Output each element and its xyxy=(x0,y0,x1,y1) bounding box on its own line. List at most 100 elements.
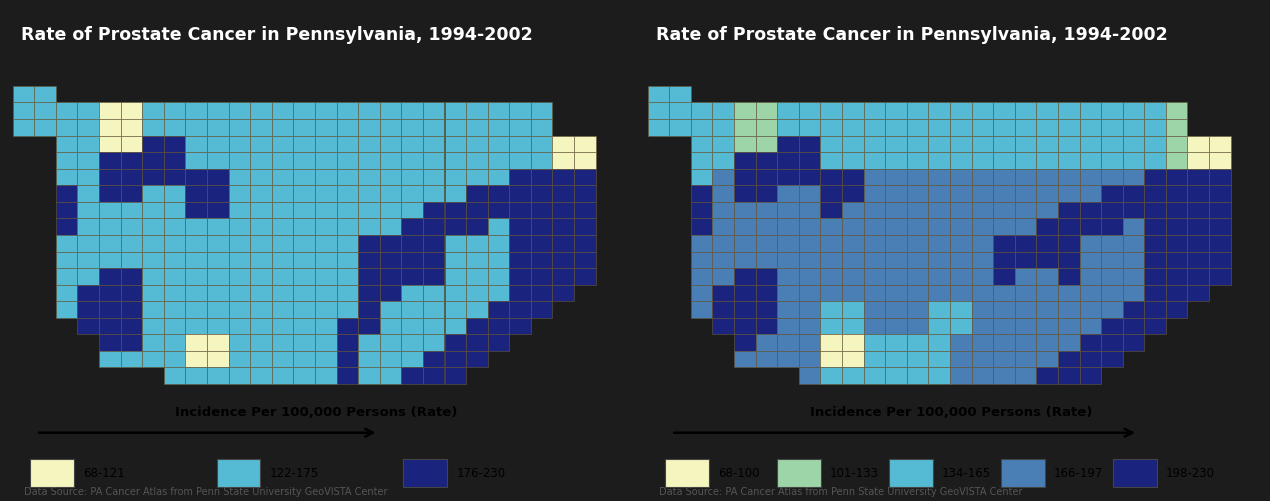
Bar xyxy=(488,120,509,136)
Bar xyxy=(358,302,380,318)
Bar xyxy=(272,351,293,368)
Bar xyxy=(207,285,229,302)
Bar xyxy=(648,103,669,120)
Bar xyxy=(77,103,99,120)
Bar xyxy=(488,269,509,285)
Bar xyxy=(1166,103,1187,120)
Bar xyxy=(928,120,950,136)
Bar xyxy=(423,202,444,219)
Bar xyxy=(121,302,142,318)
Bar xyxy=(185,269,207,285)
Bar xyxy=(185,169,207,186)
Bar xyxy=(907,285,928,302)
Bar xyxy=(712,136,734,153)
FancyBboxPatch shape xyxy=(1001,459,1044,487)
Bar xyxy=(1015,351,1036,368)
Bar xyxy=(229,252,250,269)
Bar xyxy=(799,202,820,219)
Bar xyxy=(552,285,574,302)
Bar xyxy=(820,120,842,136)
Bar xyxy=(444,252,466,269)
Bar xyxy=(864,186,885,202)
Bar xyxy=(466,186,488,202)
Bar xyxy=(972,235,993,252)
Bar xyxy=(1123,269,1144,285)
Bar xyxy=(272,202,293,219)
Bar xyxy=(121,252,142,269)
Bar xyxy=(315,351,337,368)
Bar xyxy=(229,318,250,335)
Bar xyxy=(509,219,531,235)
Bar xyxy=(229,136,250,153)
Bar xyxy=(337,335,358,351)
Bar xyxy=(423,269,444,285)
Bar xyxy=(1166,285,1187,302)
Text: Rate of Prostate Cancer in Pennsylvania, 1994-2002: Rate of Prostate Cancer in Pennsylvania,… xyxy=(655,26,1167,44)
Bar xyxy=(864,368,885,384)
Bar xyxy=(56,186,77,202)
Bar xyxy=(1080,235,1101,252)
Bar xyxy=(907,269,928,285)
Bar xyxy=(574,235,596,252)
Bar xyxy=(229,235,250,252)
Bar xyxy=(993,219,1015,235)
Bar xyxy=(842,202,864,219)
Bar xyxy=(272,235,293,252)
Bar xyxy=(1166,186,1187,202)
Bar xyxy=(691,136,712,153)
Bar xyxy=(993,335,1015,351)
Bar xyxy=(972,202,993,219)
Bar xyxy=(972,136,993,153)
Bar xyxy=(293,368,315,384)
Bar xyxy=(229,302,250,318)
Bar xyxy=(777,351,799,368)
Bar xyxy=(885,169,907,186)
Bar xyxy=(1101,269,1123,285)
Bar xyxy=(250,269,272,285)
Bar xyxy=(734,219,756,235)
Bar xyxy=(293,169,315,186)
Bar xyxy=(77,186,99,202)
Bar xyxy=(820,318,842,335)
Bar xyxy=(1058,136,1079,153)
Bar xyxy=(272,318,293,335)
Bar xyxy=(185,285,207,302)
Bar xyxy=(1058,219,1079,235)
Bar xyxy=(1187,269,1209,285)
Bar xyxy=(272,269,293,285)
Bar xyxy=(972,368,993,384)
Bar xyxy=(293,252,315,269)
Bar xyxy=(1123,202,1144,219)
Bar xyxy=(293,269,315,285)
Bar xyxy=(669,103,691,120)
Bar xyxy=(1187,169,1209,186)
Bar xyxy=(444,351,466,368)
Bar xyxy=(1101,335,1123,351)
Bar xyxy=(950,269,972,285)
Bar xyxy=(799,351,820,368)
Bar xyxy=(1036,169,1058,186)
Bar xyxy=(401,235,423,252)
Bar xyxy=(885,235,907,252)
Bar xyxy=(842,103,864,120)
Bar xyxy=(885,318,907,335)
Bar xyxy=(401,351,423,368)
Bar xyxy=(509,318,531,335)
Bar xyxy=(1058,169,1079,186)
Bar xyxy=(972,103,993,120)
Bar xyxy=(756,351,777,368)
Bar xyxy=(1036,153,1058,169)
Bar xyxy=(142,335,164,351)
Text: 68-121: 68-121 xyxy=(83,466,124,479)
Bar xyxy=(488,285,509,302)
Bar xyxy=(380,318,401,335)
Bar xyxy=(56,153,77,169)
Bar xyxy=(1187,153,1209,169)
Bar xyxy=(1058,235,1079,252)
Bar xyxy=(56,136,77,153)
Bar xyxy=(993,202,1015,219)
Bar xyxy=(185,351,207,368)
Bar xyxy=(77,235,99,252)
Bar xyxy=(1058,335,1079,351)
Bar xyxy=(164,285,185,302)
